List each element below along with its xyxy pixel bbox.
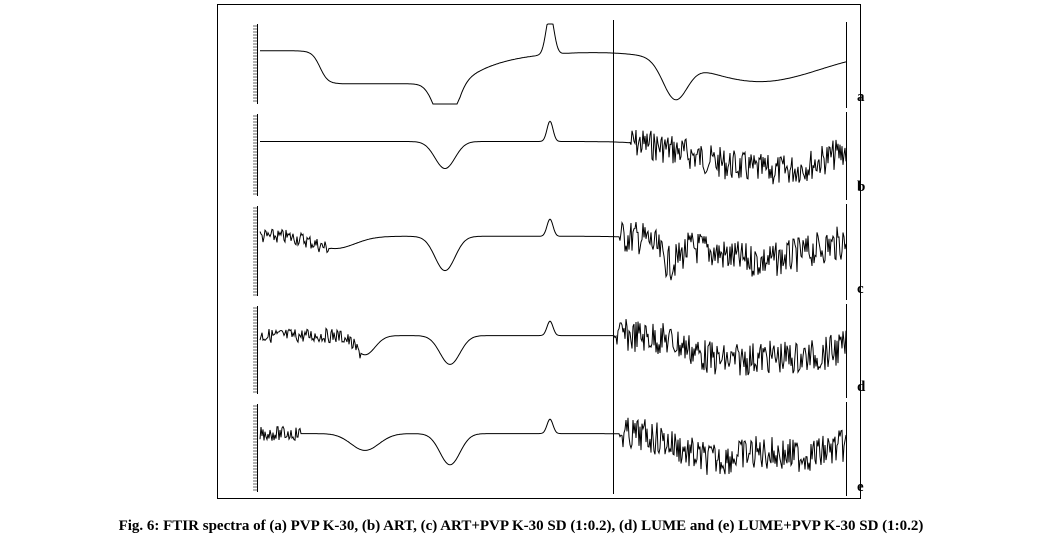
spectrum-line	[259, 417, 847, 475]
spectrum-line	[260, 120, 847, 185]
panel-label: a	[857, 89, 865, 105]
spectrum-line	[259, 218, 847, 281]
spectra: a b c d e	[253, 22, 866, 496]
caption: Fig. 6: FTIR spectra of (a) PVP K-30, (b…	[119, 518, 924, 534]
panel-label: e	[857, 479, 864, 495]
spectrum-line	[260, 23, 847, 105]
panel-label: b	[857, 179, 865, 195]
spectrum-line	[259, 319, 847, 376]
panel-label: d	[857, 379, 866, 395]
figure-frame	[217, 4, 861, 499]
panel-label: c	[857, 281, 864, 297]
